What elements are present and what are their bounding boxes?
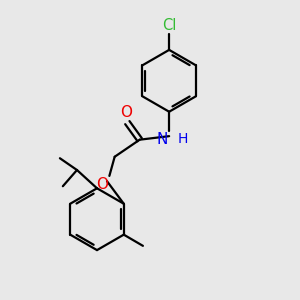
Text: O: O xyxy=(120,105,132,120)
Text: N: N xyxy=(156,132,168,147)
Text: O: O xyxy=(96,177,108,192)
Text: Cl: Cl xyxy=(162,17,176,32)
Text: H: H xyxy=(177,132,188,146)
